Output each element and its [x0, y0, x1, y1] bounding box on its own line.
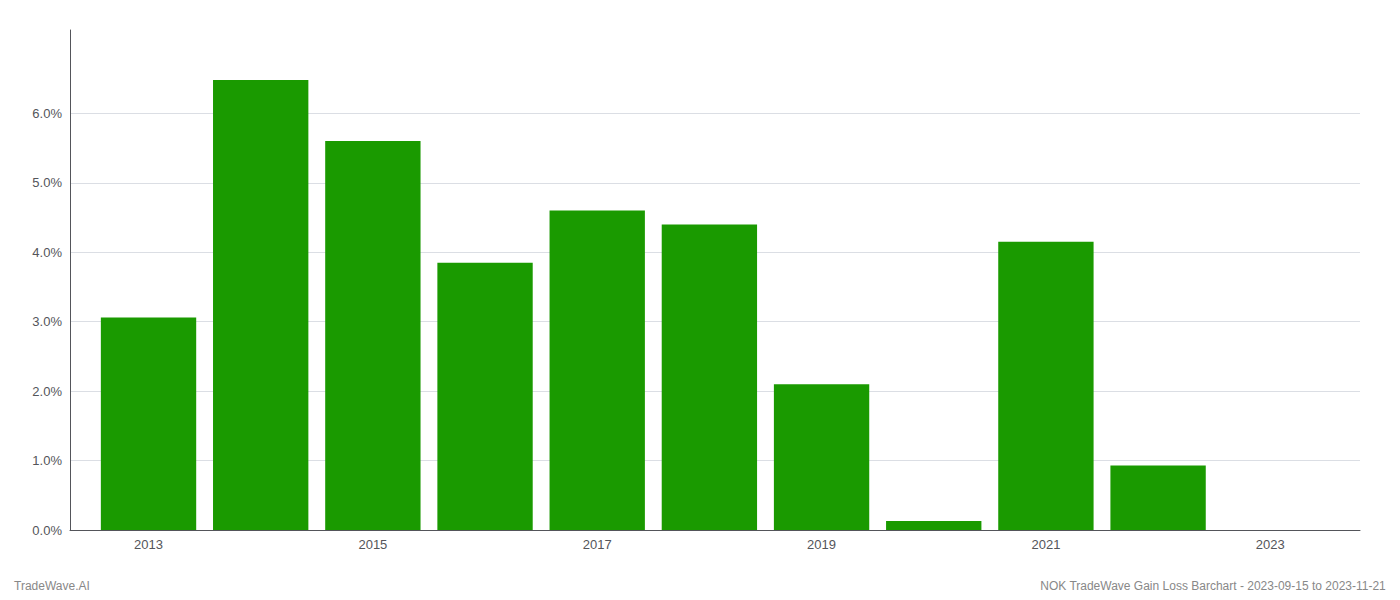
svg-text:4.0%: 4.0% — [32, 245, 62, 260]
svg-text:2.0%: 2.0% — [32, 384, 62, 399]
svg-text:6.0%: 6.0% — [32, 106, 62, 121]
svg-text:2017: 2017 — [583, 537, 612, 552]
svg-text:2015: 2015 — [358, 537, 387, 552]
svg-text:1.0%: 1.0% — [32, 453, 62, 468]
svg-text:0.0%: 0.0% — [32, 523, 62, 538]
svg-text:TradeWave.AI: TradeWave.AI — [14, 579, 90, 593]
svg-text:2013: 2013 — [134, 537, 163, 552]
svg-text:3.0%: 3.0% — [32, 314, 62, 329]
svg-text:NOK TradeWave Gain Loss Barcha: NOK TradeWave Gain Loss Barchart - 2023-… — [1040, 579, 1386, 593]
svg-text:2021: 2021 — [1031, 537, 1060, 552]
svg-text:2023: 2023 — [1256, 537, 1285, 552]
svg-text:2019: 2019 — [807, 537, 836, 552]
svg-text:5.0%: 5.0% — [32, 175, 62, 190]
